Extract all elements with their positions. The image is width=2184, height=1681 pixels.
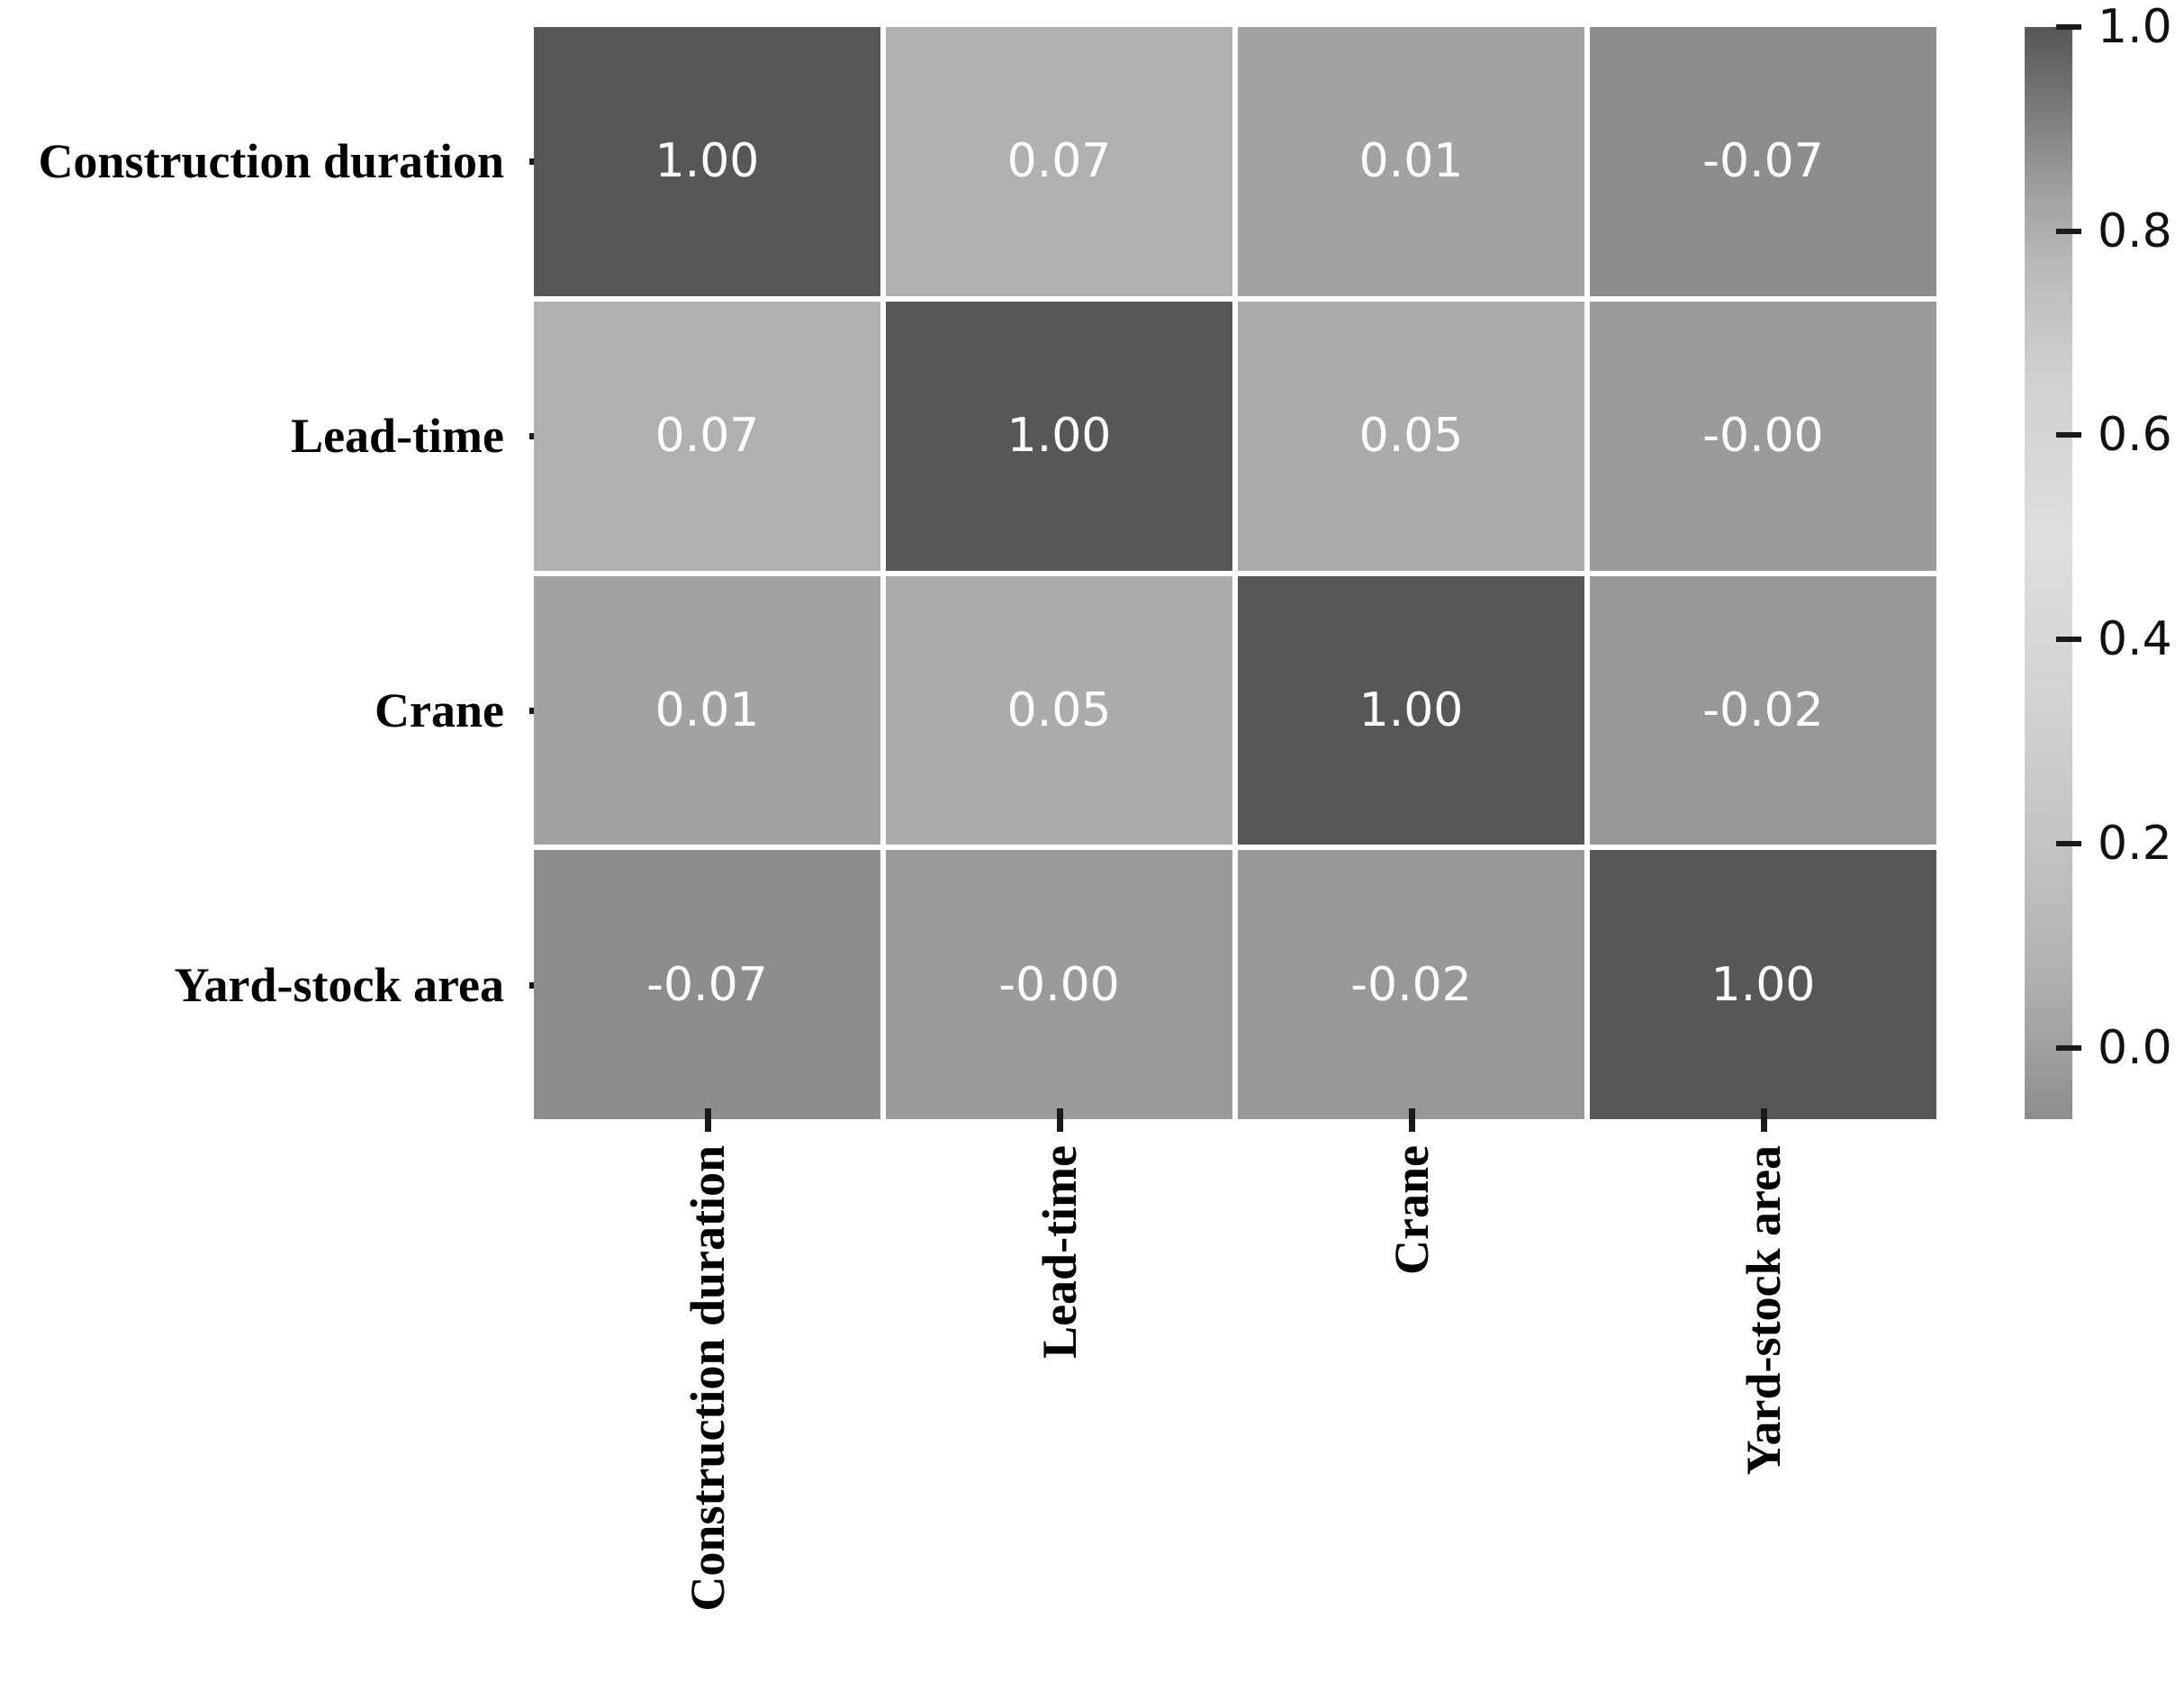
heatmap-cell-value: 0.01 <box>1358 134 1464 189</box>
heatmap-cell-value: -0.07 <box>1702 134 1824 189</box>
heatmap-cell: -0.02 <box>1590 575 1936 845</box>
colorbar-tick-label: 0.6 <box>2098 408 2172 463</box>
heatmap-cell-value: -0.02 <box>1350 957 1472 1012</box>
heatmap-cell: -0.02 <box>1238 850 1584 1119</box>
heatmap-cell: 0.01 <box>534 575 880 845</box>
x-tick-mark <box>704 1108 711 1132</box>
heatmap-cell: 0.05 <box>886 575 1232 845</box>
heatmap-cell-value: 1.00 <box>654 134 760 189</box>
colorbar-gradient <box>2025 27 2072 1119</box>
colorbar-tick-label: 0.4 <box>2098 612 2172 667</box>
heatmap-cell-value: -0.00 <box>1702 409 1824 464</box>
y-tick-label: Lead-time <box>291 409 504 464</box>
y-tick-label: Crane <box>375 682 504 737</box>
colorbar-tick-mark <box>2056 432 2081 438</box>
heatmap-cell-value: 0.07 <box>1006 134 1112 189</box>
heatmap-cell-value: 1.00 <box>1710 957 1816 1012</box>
x-tick-label: Crane <box>1384 1145 1439 1275</box>
colorbar-tick-mark <box>2056 228 2081 234</box>
heatmap-cell-value: -0.07 <box>646 957 768 1012</box>
colorbar-tick-mark <box>2056 1044 2081 1051</box>
heatmap-cell: 1.00 <box>1238 575 1584 845</box>
heatmap-cell: -0.00 <box>886 850 1232 1119</box>
heatmap-cell: -0.00 <box>1590 301 1936 571</box>
heatmap-cell: 0.05 <box>1238 301 1584 571</box>
heatmap-cell-value: 0.01 <box>654 682 760 737</box>
heatmap-cell-value: -0.00 <box>998 957 1120 1012</box>
heatmap-cell: 0.07 <box>534 301 880 571</box>
heatmap-cell-value: 0.05 <box>1006 682 1112 737</box>
x-tick-mark <box>1408 1108 1415 1132</box>
heatmap-cell: 1.00 <box>534 27 880 296</box>
colorbar-tick-mark <box>2056 840 2081 846</box>
x-tick-label: Lead-time <box>1032 1145 1087 1359</box>
colorbar-tick-label: 0.0 <box>2098 1020 2172 1075</box>
heatmap-cell: -0.07 <box>534 850 880 1119</box>
colorbar-tick-label: 0.8 <box>2098 203 2172 258</box>
x-tick-label: Construction duration <box>680 1145 735 1612</box>
heatmap-cell-value: 0.07 <box>654 409 760 464</box>
heatmap-cell: -0.07 <box>1590 27 1936 296</box>
colorbar-tick-label: 0.2 <box>2098 816 2172 871</box>
y-tick-label: Construction duration <box>38 134 504 189</box>
heatmap-cell: 1.00 <box>1590 850 1936 1119</box>
x-tick-label: Yard-stock area <box>1736 1145 1791 1476</box>
heatmap-cell-value: 1.00 <box>1358 682 1464 737</box>
colorbar-tick-mark <box>2056 637 2081 643</box>
heatmap-cell: 0.01 <box>1238 27 1584 296</box>
heatmap-cell-value: 1.00 <box>1006 409 1112 464</box>
heatmap-grid: 1.00 0.07 0.01 -0.07 0.07 1.00 0.05 -0.00 0.01 0.… <box>534 27 1936 1119</box>
x-tick-mark <box>1760 1108 1767 1132</box>
colorbar-tick-mark <box>2056 24 2081 30</box>
heatmap-cell: 0.07 <box>886 27 1232 296</box>
y-tick-label: Yard-stock area <box>174 957 504 1012</box>
heatmap-cell: 1.00 <box>886 301 1232 571</box>
heatmap-cell-value: -0.02 <box>1702 682 1824 737</box>
heatmap-cell-value: 0.05 <box>1358 409 1464 464</box>
colorbar-tick-label: 1.0 <box>2098 0 2172 54</box>
x-tick-mark <box>1056 1108 1063 1132</box>
